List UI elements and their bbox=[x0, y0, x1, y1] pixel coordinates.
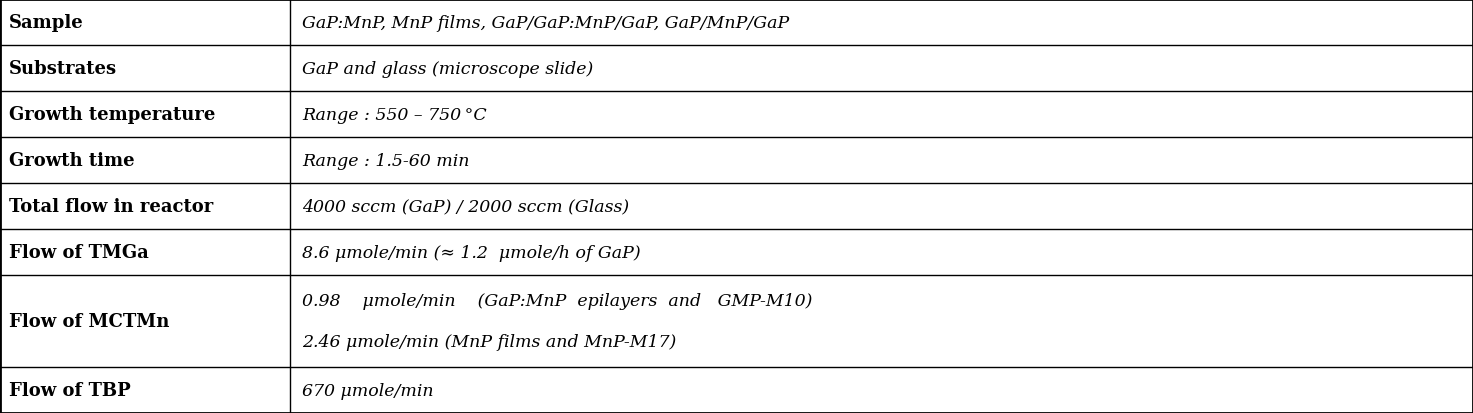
Text: Range : 1.5-60 min: Range : 1.5-60 min bbox=[302, 152, 470, 169]
Text: Sample: Sample bbox=[9, 14, 84, 32]
Text: 8.6 μmole/min (≈ 1.2  μmole/h of GaP): 8.6 μmole/min (≈ 1.2 μmole/h of GaP) bbox=[302, 244, 641, 261]
Text: 2.46 μmole/min (MnP films and MnP-M17): 2.46 μmole/min (MnP films and MnP-M17) bbox=[302, 333, 676, 350]
Text: Substrates: Substrates bbox=[9, 60, 116, 78]
Text: Flow of TMGa: Flow of TMGa bbox=[9, 243, 149, 261]
Text: GaP and glass (microscope slide): GaP and glass (microscope slide) bbox=[302, 60, 594, 77]
Text: Growth temperature: Growth temperature bbox=[9, 106, 215, 124]
Text: Flow of MCTMn: Flow of MCTMn bbox=[9, 312, 169, 330]
Text: Total flow in reactor: Total flow in reactor bbox=[9, 197, 214, 216]
Text: Growth time: Growth time bbox=[9, 152, 134, 170]
Text: Range : 550 – 750 °C: Range : 550 – 750 °C bbox=[302, 106, 486, 123]
Text: Flow of TBP: Flow of TBP bbox=[9, 381, 131, 399]
Text: 670 μmole/min: 670 μmole/min bbox=[302, 382, 433, 399]
Text: 0.98    μmole/min    (GaP:MnP  epilayers  and   GMP-M10): 0.98 μmole/min (GaP:MnP epilayers and GM… bbox=[302, 292, 812, 309]
Text: 4000 sccm (GaP) / 2000 sccm (Glass): 4000 sccm (GaP) / 2000 sccm (Glass) bbox=[302, 198, 629, 215]
Text: GaP:MnP, MnP films, GaP/GaP:MnP/GaP, GaP/MnP/GaP: GaP:MnP, MnP films, GaP/GaP:MnP/GaP, GaP… bbox=[302, 14, 790, 31]
